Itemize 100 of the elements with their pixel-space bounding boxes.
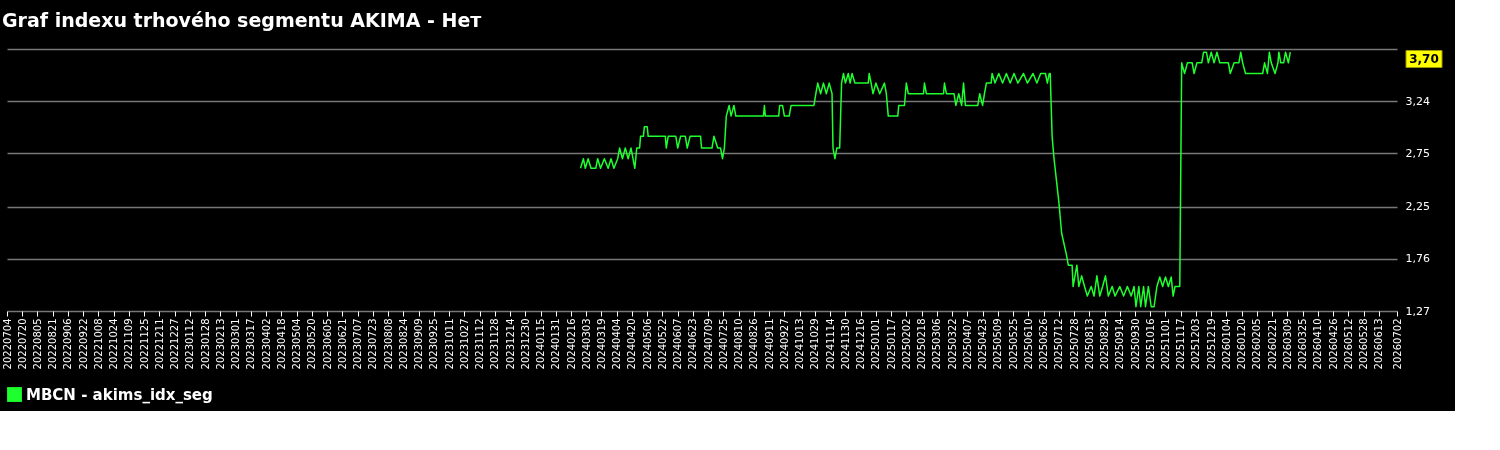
- x-tick-label: 20260426: [1327, 318, 1339, 370]
- x-tick-label: 20260221: [1266, 318, 1278, 370]
- x-tick-label: 20250423: [977, 318, 989, 370]
- x-tick-label: 20250525: [1007, 318, 1019, 370]
- x-tick-label: 20240725: [717, 318, 729, 370]
- x-tick-label: 20231011: [443, 318, 455, 370]
- x-tick-label: 20240216: [565, 318, 577, 370]
- x-tick-label: 20251117: [1175, 318, 1187, 370]
- x-tick-label: 20250407: [961, 318, 973, 370]
- x-tick-label: 20260702: [1391, 318, 1403, 370]
- x-tick-label: 20250509: [992, 318, 1004, 370]
- x-tick-label: 20221125: [138, 318, 150, 370]
- x-tick-label: 20230605: [321, 318, 333, 370]
- x-tick-label: 20230621: [336, 318, 348, 370]
- x-tick-label: 20260309: [1281, 318, 1293, 370]
- x-tick-label: 20240607: [672, 318, 684, 370]
- chart-title: Graf indexu trhového segmentu AKIMA - Нет: [2, 9, 482, 31]
- y-tick-label: 1,76: [1405, 252, 1430, 266]
- x-tick-label: 20250712: [1053, 318, 1065, 370]
- x-tick-label: 20250218: [916, 318, 928, 370]
- line-series: [579, 51, 1292, 308]
- x-tick-label: 20250202: [900, 318, 912, 370]
- x-tick-label: 20230909: [413, 318, 425, 370]
- x-tick-label: 20260528: [1358, 318, 1370, 370]
- x-tick-label: 20230317: [245, 318, 257, 370]
- x-tick-label: 20240131: [550, 318, 562, 370]
- y-tick-label: 1,27: [1405, 304, 1430, 318]
- x-tick-label: 20250930: [1129, 318, 1141, 370]
- x-tick-label: 20231128: [489, 318, 501, 370]
- x-tick-label: 20240420: [626, 318, 638, 370]
- x-tick-label: 20240303: [580, 318, 592, 370]
- x-tick-label: 20250626: [1038, 318, 1050, 370]
- x-tick-label: 20251016: [1144, 318, 1156, 370]
- x-tick-label: 20240115: [535, 318, 547, 370]
- x-tick-label: 20240826: [748, 318, 760, 370]
- x-tick-label: 20241029: [809, 318, 821, 370]
- x-tick-label: 20260205: [1251, 318, 1263, 370]
- x-tick-label: 20240623: [687, 318, 699, 370]
- x-tick-label: 20250610: [1022, 318, 1034, 370]
- x-tick-label: 20250101: [870, 318, 882, 370]
- x-tick-label: 20250322: [946, 318, 958, 370]
- x-tick-label: 20230402: [260, 318, 272, 370]
- x-tick-label: 20220906: [62, 318, 74, 370]
- x-tick-label: 20230824: [397, 318, 409, 370]
- x-tick-label: 20260104: [1220, 318, 1232, 370]
- x-tick-label: 20251203: [1190, 318, 1202, 370]
- x-tick-label: 20250813: [1083, 318, 1095, 370]
- x-tick-label: 20251101: [1159, 318, 1171, 370]
- x-tick-label: 20260410: [1312, 318, 1324, 370]
- legend-label: MBCN - akims_idx_seg: [26, 385, 213, 404]
- x-tick-label: 20240506: [641, 318, 653, 370]
- x-tick-label: 20230213: [214, 318, 226, 370]
- x-tick-label: 20250728: [1068, 318, 1080, 370]
- x-tick-label: 20241130: [839, 318, 851, 370]
- x-tick-label: 20240319: [595, 318, 607, 370]
- x-tick-label: 20240911: [763, 318, 775, 370]
- x-tick-label: 20230925: [428, 318, 440, 370]
- x-tick-label: 20221109: [123, 318, 135, 370]
- x-tick-label: 20240404: [611, 318, 623, 370]
- x-tick-label: 20221211: [153, 318, 165, 370]
- x-tick-label: 20221227: [169, 318, 181, 370]
- x-tick-label: 20221024: [108, 318, 120, 370]
- y-tick-label: 3,24: [1405, 94, 1430, 108]
- x-tick-label: 20230504: [291, 318, 303, 370]
- x-tick-label: 20230418: [275, 318, 287, 370]
- x-tick-label: 20230723: [367, 318, 379, 370]
- text: 3,70: [1409, 52, 1439, 66]
- x-tick-label: 20220720: [16, 318, 28, 370]
- x-tick-label: 20230808: [382, 318, 394, 370]
- x-tick-label: 20230128: [199, 318, 211, 370]
- x-tick-label: 20220704: [1, 318, 13, 370]
- x-tick-label: 20251219: [1205, 318, 1217, 370]
- x-tick-label: 20221008: [92, 318, 104, 370]
- y-tick-label: 2,75: [1405, 146, 1430, 160]
- x-tick-label: 20230707: [352, 318, 364, 370]
- x-tick-label: 20231230: [519, 318, 531, 370]
- x-tick-label: 20220922: [77, 318, 89, 370]
- x-tick-label: 20240810: [733, 318, 745, 370]
- x-tick-label: 20231027: [458, 318, 470, 370]
- y-tick-label: 2,25: [1405, 200, 1430, 214]
- x-tick-label: 20250306: [931, 318, 943, 370]
- x-tick-label: 20220821: [47, 318, 59, 370]
- x-tick-label: 20231214: [504, 318, 516, 370]
- x-tick-label: 20240709: [702, 318, 714, 370]
- x-tick-label: 20220805: [31, 318, 43, 370]
- x-tick-label: 20241114: [824, 318, 836, 370]
- x-tick-label: 20250914: [1114, 318, 1126, 370]
- x-tick-label: 20260325: [1297, 318, 1309, 370]
- x-tick-label: 20240927: [778, 318, 790, 370]
- x-tick-label: 20231112: [474, 318, 486, 370]
- x-tick-label: 20250117: [885, 318, 897, 370]
- x-tick-label: 20230301: [230, 318, 242, 370]
- x-tick-label: 20260120: [1236, 318, 1248, 370]
- x-tick-label: 20241216: [855, 318, 867, 370]
- x-tick-label: 20230520: [306, 318, 318, 370]
- x-tick-label: 20260613: [1373, 318, 1385, 370]
- x-tick-label: 20241013: [794, 318, 806, 370]
- x-tick-label: 20250829: [1099, 318, 1111, 370]
- x-tick-label: 20260512: [1342, 318, 1354, 370]
- x-tick-label: 20230112: [184, 318, 196, 370]
